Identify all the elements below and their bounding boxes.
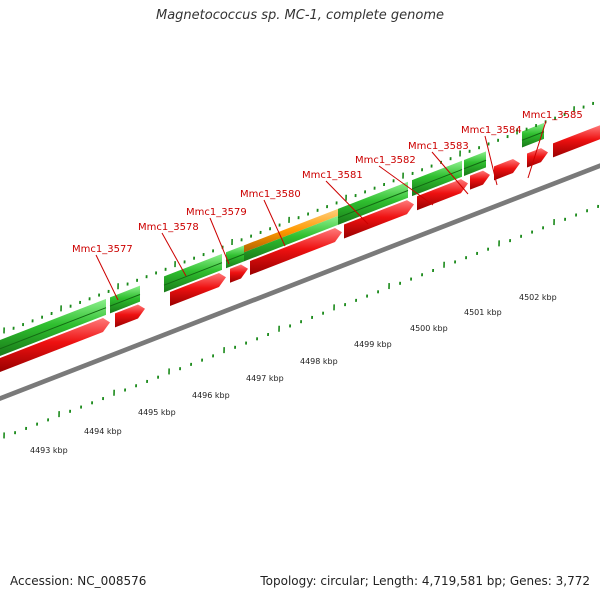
genome-stats-text: Topology: circular; Length: 4,719,581 bp… xyxy=(260,574,590,588)
forward-gene-block xyxy=(464,151,486,176)
reverse-gene-block xyxy=(0,318,110,372)
forward-gene-block xyxy=(226,245,244,269)
forward-gene-edge xyxy=(225,253,245,262)
gene-labels: Mmc1_3577Mmc1_3578Mmc1_3579Mmc1_3580Mmc1… xyxy=(72,110,583,301)
backbone-line xyxy=(0,163,600,401)
scale-tick-label: 4496 kbp xyxy=(192,391,230,400)
gene-leader-line xyxy=(209,217,230,265)
gene-leader-line xyxy=(527,120,547,179)
forward-gene-block xyxy=(522,122,544,148)
forward-gene-edge xyxy=(337,190,409,219)
gene-label: Mmc1_3583 xyxy=(408,141,469,152)
reverse-gene-block xyxy=(230,264,248,283)
gene-label: Mmc1_3584 xyxy=(461,125,522,136)
forward-gene-block xyxy=(164,253,222,293)
forward-gene-block xyxy=(244,215,338,262)
scale-tick-label: 4493 kbp xyxy=(30,446,68,455)
gene-leader-line xyxy=(378,165,434,206)
gene-label: Mmc1_3580 xyxy=(240,189,301,200)
forward-gene-block xyxy=(412,160,462,197)
reverse-gene-block xyxy=(170,273,226,307)
forward-gene-edge xyxy=(163,262,223,286)
scale-tick-label: 4494 kbp xyxy=(84,427,122,436)
forward-gene-block xyxy=(0,298,106,356)
gene-leader-line xyxy=(95,254,119,301)
reverse-gene-block xyxy=(553,125,600,158)
forward-gene-block xyxy=(338,181,408,225)
forward-gene-edge xyxy=(0,307,107,350)
reverse-gene-block xyxy=(250,228,342,275)
accession-text: Accession: NC_008576 xyxy=(10,574,147,588)
gene-label: Mmc1_3581 xyxy=(302,170,363,181)
gene-label: Mmc1_3577 xyxy=(72,244,133,255)
gene-label: Mmc1_3585 xyxy=(522,110,583,121)
scale-labels: 4493 kbp 4494 kbp 4495 kbp 4496 kbp 4497 kbp… xyxy=(30,293,557,455)
gene-leader-line xyxy=(484,135,498,186)
scale-tick-label: 4497 kbp xyxy=(246,374,284,383)
scale-tick-label: 4502 kbp xyxy=(519,293,557,302)
scale-tick-label: 4498 kbp xyxy=(300,357,338,366)
gene-leader-line xyxy=(325,180,369,225)
reverse-gene-block xyxy=(470,170,490,190)
gene-label: Mmc1_3582 xyxy=(355,155,416,166)
forward-gene-block xyxy=(110,285,140,314)
forward-gene-edge xyxy=(109,294,141,307)
forward-gene-edge xyxy=(521,131,545,141)
gene-leader-line xyxy=(263,199,286,247)
scale-tick-label: 4495 kbp xyxy=(138,408,176,417)
reverse-gene-block xyxy=(115,304,145,328)
reverse-gene-block xyxy=(344,200,414,239)
map-title: Magnetococcus sp. MC-1, complete genome xyxy=(155,8,445,23)
forward-gene-edge xyxy=(463,159,487,170)
gene-label: Mmc1_3578 xyxy=(138,222,199,233)
scale-tick-label: 4499 kbp xyxy=(354,340,392,349)
reverse-gene-block xyxy=(527,148,548,168)
scale-tick-label: 4501 kbp xyxy=(464,308,502,317)
scale-tick-label: 4500 kbp xyxy=(410,324,448,333)
tracks xyxy=(0,101,600,439)
gene-label: Mmc1_3579 xyxy=(186,207,247,218)
gene-leader-line xyxy=(161,232,187,277)
highlighted-gene-block xyxy=(244,208,338,253)
gene-leader-line xyxy=(431,151,469,195)
forward-gene-edge xyxy=(411,169,463,190)
reverse-gene-block xyxy=(494,158,520,181)
